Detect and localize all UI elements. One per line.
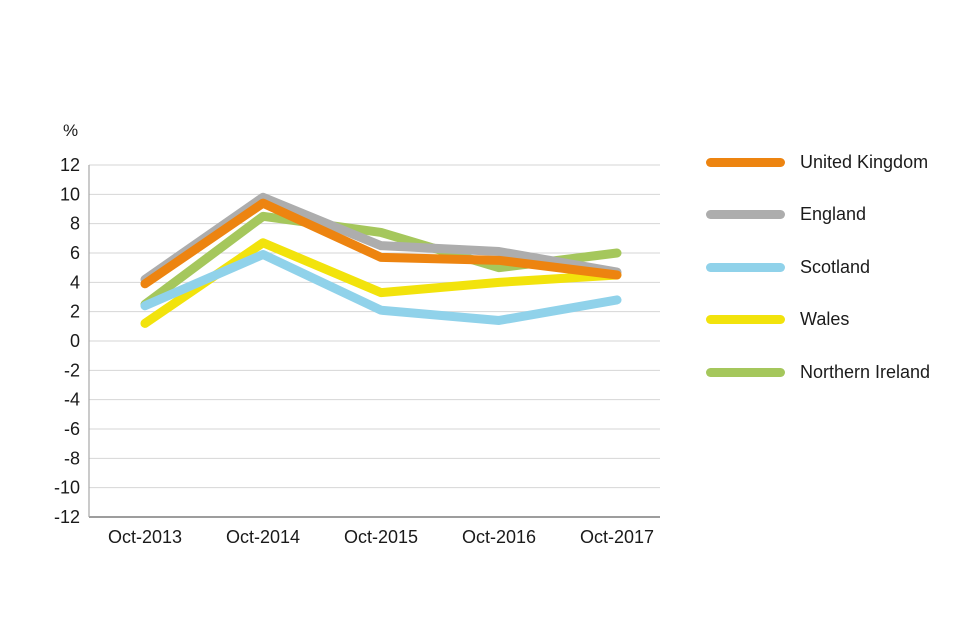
y-tick-label-0: 0 xyxy=(70,331,80,351)
legend-swatch-england xyxy=(706,210,785,220)
legend-item-northern-ireland: Northern Ireland xyxy=(706,346,930,399)
legend-swatch-united-kingdom xyxy=(706,157,785,167)
y-tick-label--6: -6 xyxy=(64,419,80,439)
x-tick-label-oct-2013: Oct-2013 xyxy=(108,527,182,547)
y-tick-label--12: -12 xyxy=(54,507,80,527)
y-tick-label-12: 12 xyxy=(60,155,80,175)
legend-item-england: England xyxy=(706,189,930,242)
x-tick-label-oct-2016: Oct-2016 xyxy=(462,527,536,547)
y-tick-label--10: -10 xyxy=(54,478,80,498)
legend-item-scotland: Scotland xyxy=(706,241,930,294)
y-tick-label--2: -2 xyxy=(64,360,80,380)
x-tick-label-oct-2014: Oct-2014 xyxy=(226,527,300,547)
x-tick-label-oct-2015: Oct-2015 xyxy=(344,527,418,547)
y-tick-label-10: 10 xyxy=(60,184,80,204)
legend-label-wales: Wales xyxy=(800,309,850,330)
legend-label-northern-ireland: Northern Ireland xyxy=(800,361,931,382)
series-line-scotland xyxy=(140,249,622,325)
y-axis-unit-label: % xyxy=(63,121,79,140)
legend-swatch-northern-ireland xyxy=(706,367,785,377)
x-tick-label-oct-2017: Oct-2017 xyxy=(580,527,654,547)
y-tick-label--4: -4 xyxy=(64,390,80,410)
y-tick-label-6: 6 xyxy=(70,243,80,263)
y-tick-label-4: 4 xyxy=(70,272,80,292)
legend-item-united-kingdom: United Kingdom xyxy=(706,136,930,189)
legend-item-wales: Wales xyxy=(706,294,930,347)
legend-label-scotland: Scotland xyxy=(800,256,871,277)
y-tick-label-8: 8 xyxy=(70,214,80,234)
legend-label-england: England xyxy=(800,204,867,225)
legend-swatch-scotland xyxy=(706,262,785,272)
legend-swatch-wales xyxy=(706,315,785,325)
chart-legend: United Kingdom England Scotland Wales Northe… xyxy=(706,136,930,399)
y-tick-label-2: 2 xyxy=(70,302,80,322)
y-tick-label--8: -8 xyxy=(64,448,80,468)
legend-label-united-kingdom: United Kingdom xyxy=(800,151,929,172)
series-line-united-kingdom xyxy=(140,198,622,289)
